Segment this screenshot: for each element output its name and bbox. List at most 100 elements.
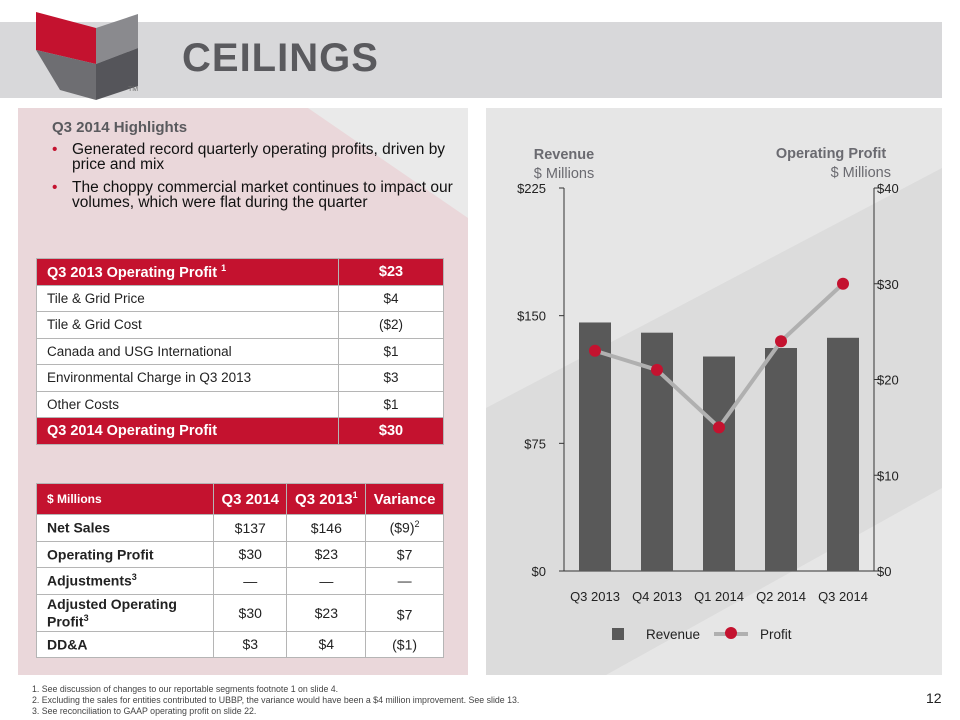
summary-header-millions: $ Millions <box>36 483 214 515</box>
bridge-header-value: $23 <box>338 258 444 286</box>
bridge-header-label: Q3 2013 Operating Profit 1 <box>36 258 339 286</box>
x-tick-label: Q1 2014 <box>694 589 744 604</box>
table-row: Environmental Charge in Q3 2013 $3 <box>36 364 444 392</box>
summary-cell-q3-2013: $4 <box>286 630 367 658</box>
profit-point <box>775 335 787 348</box>
footnotes: 1. See discussion of changes to our repo… <box>32 684 519 717</box>
bridge-row-label: Other Costs <box>36 390 339 418</box>
legend-revenue-swatch <box>612 628 624 640</box>
profit-point <box>837 277 849 290</box>
bridge-row-value: ($2) <box>338 311 444 339</box>
bullet-dot: • <box>52 179 58 196</box>
summary-header-q3-2014: Q3 2014 <box>212 483 288 515</box>
page-title: CEILINGS <box>182 36 379 80</box>
legend-profit-label: Profit <box>760 627 792 642</box>
profit-point <box>713 421 725 434</box>
bridge-footer-label: Q3 2014 Operating Profit <box>36 417 339 445</box>
summary-header-row: $ Millions Q3 2014 Q3 20131 Variance <box>36 483 444 515</box>
legend-profit-marker <box>725 627 737 639</box>
table-row: Tile & Grid Cost ($2) <box>36 311 444 339</box>
summary-cell-q3-2013: — <box>286 567 367 595</box>
right-tick-label: $20 <box>877 373 899 388</box>
left-tick-label: $150 <box>517 309 546 324</box>
bullet-dot: • <box>52 141 58 158</box>
highlight-bullet-1: • Generated record quarterly operating p… <box>52 141 462 173</box>
table-row: DD&A $3 $4 ($1) <box>36 630 444 658</box>
summary-cell-variance: $7 <box>365 540 444 568</box>
summary-cell-q3-2014: $137 <box>212 514 288 542</box>
summary-cell-variance: $7 <box>365 593 444 632</box>
x-tick-label: Q4 2013 <box>632 589 682 604</box>
bridge-row-label: Environmental Charge in Q3 2013 <box>36 364 339 392</box>
footnote-1: 1. See discussion of changes to our repo… <box>32 684 339 694</box>
revenue-profit-chart: $0 $75 $150 $225 $0 $10 $20 $30 $40 Revenue $ Mill… <box>517 146 899 642</box>
table-row: Adjustments3 — — — <box>36 567 444 595</box>
bridge-header-row: Q3 2013 Operating Profit 1 $23 <box>36 258 444 286</box>
x-tick-label: Q3 2014 <box>818 589 868 604</box>
x-tick-label: Q3 2013 <box>570 589 620 604</box>
summary-table: $ Millions Q3 2014 Q3 20131 Variance Net… <box>36 483 444 658</box>
summary-cell-variance: ($9)2 <box>365 514 444 542</box>
table-row: Other Costs $1 <box>36 390 444 418</box>
bridge-footer-row: Q3 2014 Operating Profit $30 <box>36 417 444 445</box>
revenue-bar <box>579 322 611 571</box>
summary-cell-q3-2014: — <box>212 567 288 595</box>
table-row: Tile & Grid Price $4 <box>36 284 444 312</box>
summary-row-label: Adjustments3 <box>36 567 214 595</box>
summary-cell-q3-2014: $30 <box>212 593 288 632</box>
right-tick-label: $30 <box>877 277 899 292</box>
summary-row-label: Adjusted Operating Profit3 <box>36 593 214 632</box>
right-tick-label: $10 <box>877 468 899 483</box>
right-axis-title: Operating Profit <box>776 146 887 162</box>
trademark-mark: TM <box>128 86 139 93</box>
profit-point <box>651 363 663 376</box>
summary-cell-q3-2014: $3 <box>212 630 288 658</box>
revenue-bar <box>827 337 859 571</box>
bridge-row-value: $1 <box>338 337 444 365</box>
right-tick-label: $0 <box>877 564 891 579</box>
revenue-bar <box>703 356 735 571</box>
summary-header-variance: Variance <box>365 483 444 515</box>
summary-cell-q3-2013: $146 <box>286 514 367 542</box>
bridge-row-value: $3 <box>338 364 444 392</box>
bridge-row-value: $4 <box>338 284 444 312</box>
left-tick-label: $0 <box>532 564 546 579</box>
bridge-row-label: Tile & Grid Price <box>36 284 339 312</box>
summary-row-label: Operating Profit <box>36 540 214 568</box>
summary-row-label: DD&A <box>36 630 214 658</box>
summary-cell-q3-2013: $23 <box>286 593 367 632</box>
table-row: Operating Profit $30 $23 $7 <box>36 540 444 568</box>
footnote-3: 3. See reconciliation to GAAP operating … <box>32 706 257 716</box>
highlight-bullet-2: • The choppy commercial market continues… <box>52 179 462 211</box>
right-axis-unit: $ Millions <box>831 165 891 181</box>
page-number: 12 <box>926 690 942 706</box>
left-tick-label: $225 <box>517 181 546 196</box>
right-tick-label: $40 <box>877 181 899 196</box>
left-axis-title: Revenue <box>534 147 594 163</box>
operating-profit-bridge-table: Q3 2013 Operating Profit 1 $23 Tile & Gr… <box>36 258 444 445</box>
table-row: Canada and USG International $1 <box>36 337 444 365</box>
table-row: Adjusted Operating Profit3 $30 $23 $7 <box>36 593 444 632</box>
legend-revenue-label: Revenue <box>646 627 700 642</box>
highlights-title: Q3 2014 Highlights <box>52 119 188 136</box>
summary-header-q3-2013: Q3 20131 <box>286 483 367 515</box>
revenue-bar <box>765 348 797 571</box>
summary-cell-variance: — <box>365 567 444 595</box>
table-row: Net Sales $137 $146 ($9)2 <box>36 514 444 542</box>
highlight-text-2: The choppy commercial market continues t… <box>72 179 453 211</box>
summary-cell-q3-2013: $23 <box>286 540 367 568</box>
summary-cell-variance: ($1) <box>365 630 444 658</box>
summary-cell-q3-2014: $30 <box>212 540 288 568</box>
profit-point <box>589 344 601 357</box>
left-tick-label: $75 <box>524 436 546 451</box>
bridge-row-value: $1 <box>338 390 444 418</box>
header-band <box>0 22 942 98</box>
bridge-footer-value: $30 <box>338 417 444 445</box>
usg-logo-icon <box>36 12 138 100</box>
bridge-row-label: Tile & Grid Cost <box>36 311 339 339</box>
highlight-text-1: Generated record quarterly operating pro… <box>72 141 446 173</box>
bridge-row-label: Canada and USG International <box>36 337 339 365</box>
x-tick-label: Q2 2014 <box>756 589 806 604</box>
left-axis-unit: $ Millions <box>534 166 594 182</box>
footnote-2: 2. Excluding the sales for entities cont… <box>32 695 520 705</box>
